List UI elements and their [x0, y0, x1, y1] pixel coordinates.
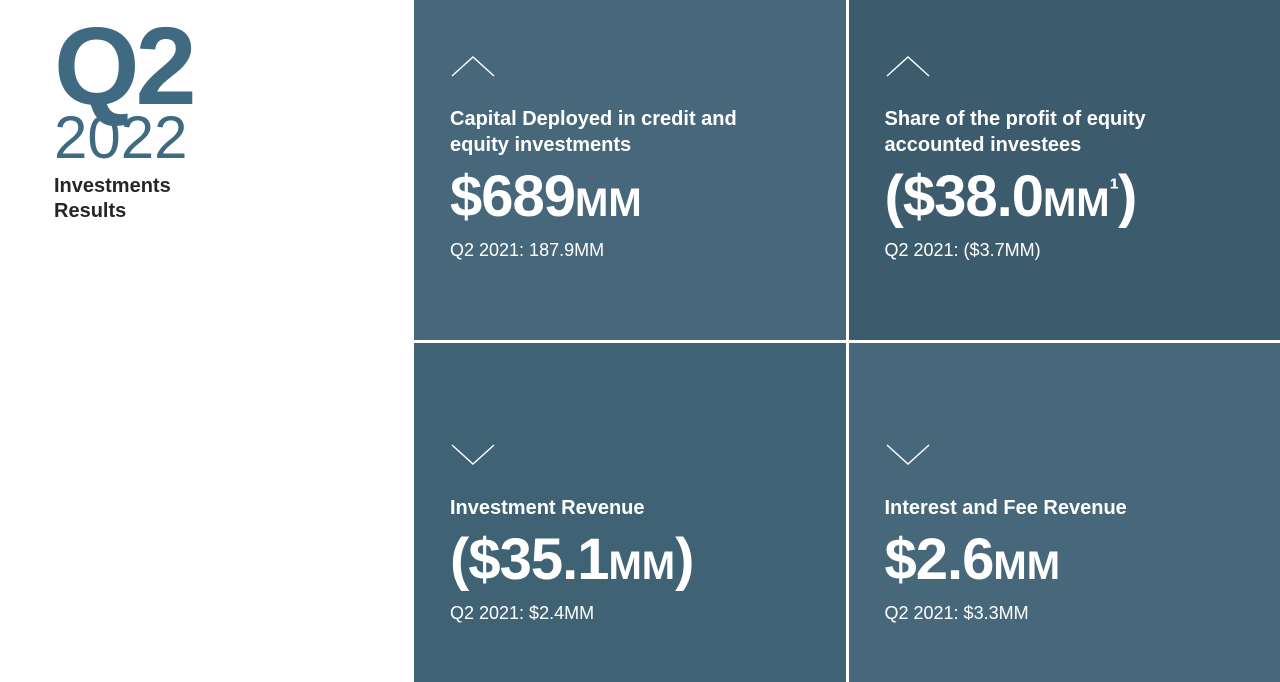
metric-grid: Capital Deployed in credit and equity in… — [414, 0, 1280, 682]
card-interest-fee-revenue: Interest and Fee Revenue $2.6MM Q2 2021:… — [849, 343, 1280, 682]
card-share-profit: Share of the profit of equity accounted … — [849, 0, 1280, 340]
card-label: Interest and Fee Revenue — [885, 495, 1205, 521]
card-label: Capital Deployed in credit and equity in… — [450, 106, 770, 158]
metric-value: ($38.0 — [885, 164, 1043, 229]
quarter-title: Q2 — [54, 20, 414, 114]
page: Q2 2022 Investments Results Capital Depl… — [0, 0, 1280, 682]
metric-unit: MM — [575, 181, 642, 225]
card-comparison: Q2 2021: 187.9MM — [450, 240, 810, 261]
metric-footnote: ¹ — [1110, 173, 1118, 204]
metric-value: $689 — [450, 164, 575, 229]
card-capital-deployed: Capital Deployed in credit and equity in… — [414, 0, 846, 340]
subtitle-line1: Investments — [54, 175, 171, 197]
card-comparison: Q2 2021: $3.3MM — [885, 603, 1245, 624]
year-title: 2022 — [54, 108, 414, 168]
chevron-down-icon — [450, 443, 496, 467]
metric-value: $2.6 — [885, 527, 994, 592]
metric-unit: MM — [993, 544, 1060, 588]
card-label: Share of the profit of equity accounted … — [885, 106, 1205, 158]
card-investment-revenue: Investment Revenue ($35.1MM) Q2 2021: $2… — [414, 343, 846, 682]
card-label: Investment Revenue — [450, 495, 770, 521]
card-metric: $2.6MM — [885, 531, 1245, 589]
card-comparison: Q2 2021: ($3.7MM) — [885, 240, 1245, 261]
chevron-up-icon — [450, 54, 496, 78]
subtitle-line2: Results — [54, 200, 126, 222]
card-metric: ($35.1MM) — [450, 531, 810, 589]
card-metric: $689MM — [450, 168, 810, 226]
chevron-down-icon — [885, 443, 931, 467]
metric-unit: MM — [1043, 181, 1110, 225]
card-comparison: Q2 2021: $2.4MM — [450, 603, 810, 624]
chevron-up-icon — [885, 54, 931, 78]
metric-suffix: ) — [675, 527, 693, 592]
metric-value: ($35.1 — [450, 527, 608, 592]
subtitle: Investments Results — [54, 174, 414, 224]
card-metric: ($38.0MM¹) — [885, 168, 1245, 226]
metric-close-paren: ) — [1118, 164, 1136, 229]
left-panel: Q2 2022 Investments Results — [0, 0, 414, 682]
metric-unit: MM — [608, 544, 675, 588]
